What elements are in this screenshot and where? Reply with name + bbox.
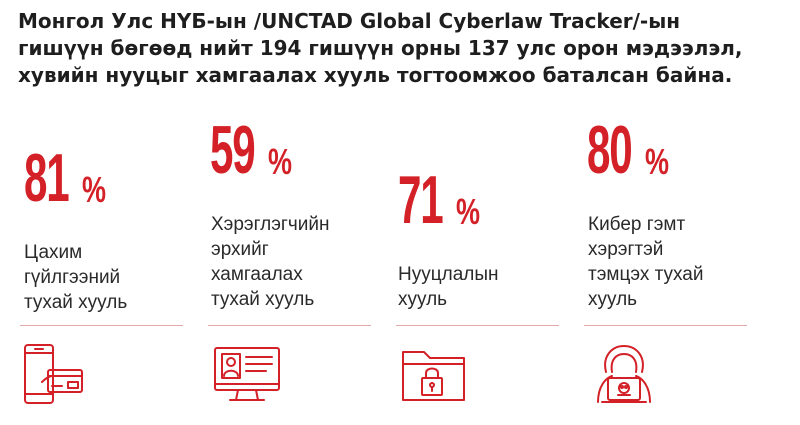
stat-1-number: 81% bbox=[24, 144, 114, 212]
stat-4-label: Кибер гэмт хэрэгтэй тэмцэх тухай хууль bbox=[588, 214, 704, 310]
headline: Монгол Улс НҮБ-ын /UNCTAD Global Cyberla… bbox=[18, 8, 788, 89]
headline-line-1: Монгол Улс НҮБ-ын /UNCTAD Global Cyberla… bbox=[18, 9, 681, 33]
stat-4-value: 80 bbox=[587, 112, 633, 188]
stat-3-value: 71 bbox=[398, 162, 444, 238]
stat-3-number: 71% bbox=[398, 166, 488, 234]
stat-2-number: 59% bbox=[210, 116, 300, 184]
headline-line-3: хувийн нууцыг хамгаалах хууль тогтоомжоо… bbox=[18, 63, 733, 87]
stat-1-label: Цахим гүйлгээний тухай хууль bbox=[24, 242, 128, 313]
stat-3-percent: % bbox=[455, 191, 480, 232]
headline-line-2: гишүүн бөгөөд нийт 194 гишүүн орны 137 у… bbox=[18, 36, 743, 60]
stat-2-value: 59 bbox=[210, 112, 256, 188]
hacker-icon bbox=[588, 342, 660, 413]
locked-folder-icon bbox=[400, 342, 470, 413]
stat-1-value: 81 bbox=[24, 140, 70, 216]
stat-4-number: 80% bbox=[587, 116, 677, 184]
divider-2 bbox=[208, 325, 371, 326]
mobile-payment-icon bbox=[22, 342, 92, 413]
divider-1 bbox=[20, 325, 183, 326]
stat-2-percent: % bbox=[267, 141, 292, 182]
stat-3-label: Нууцлалын хууль bbox=[398, 264, 499, 310]
stat-1-percent: % bbox=[81, 169, 106, 210]
divider-3 bbox=[396, 325, 559, 326]
divider-4 bbox=[584, 325, 747, 326]
stat-2-label: Хэрэглэгчийн эрхийг хамгаалах тухай хуул… bbox=[211, 214, 330, 310]
stat-4-percent: % bbox=[644, 141, 669, 182]
consumer-profile-icon bbox=[212, 342, 282, 413]
